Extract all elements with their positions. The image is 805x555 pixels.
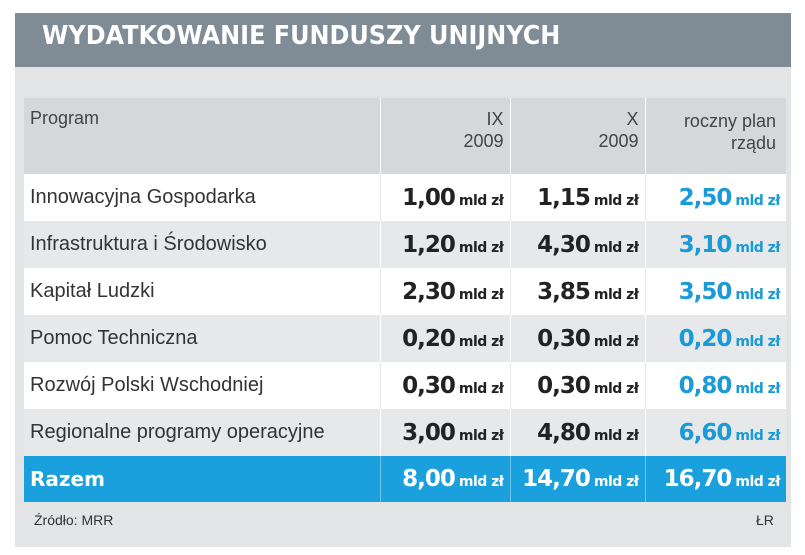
total-x-value: 14,70 bbox=[522, 466, 591, 492]
unit-label: mld zł bbox=[593, 286, 639, 303]
total-ix-cell: 8,00 mld zł bbox=[379, 456, 510, 502]
header-ix-month: IX bbox=[486, 109, 504, 129]
unit-label: mld zł bbox=[735, 286, 780, 303]
header-plan: roczny plan rządu bbox=[644, 98, 786, 174]
ix-value: 2,30 bbox=[402, 278, 456, 305]
program-name: Regionalne programy operacyjne bbox=[24, 409, 380, 456]
table-row: Innowacyjna Gospodarka 1,00 mld zł 1,15 ml… bbox=[24, 174, 786, 221]
unit-label: mld zł bbox=[593, 239, 639, 256]
unit-label: mld zł bbox=[593, 474, 639, 490]
total-row: Razem 8,00 mld zł 14,70 mld zł 16,70 mld zł bbox=[24, 456, 786, 502]
plan-value: 0,20 bbox=[678, 325, 733, 352]
plan-value-cell: 0,20 mld zł bbox=[644, 315, 786, 362]
table-header-row: Program IX 2009 X 2009 roczny plan rządu bbox=[24, 98, 786, 174]
total-label: Razem bbox=[24, 456, 380, 502]
program-name: Innowacyjna Gospodarka bbox=[24, 174, 380, 221]
unit-label: mld zł bbox=[735, 380, 780, 397]
ix-value: 1,20 bbox=[402, 231, 456, 258]
ix-value: 0,20 bbox=[402, 325, 456, 352]
unit-label: mld zł bbox=[458, 192, 504, 209]
plan-value-cell: 6,60 mld zł bbox=[644, 409, 786, 456]
header-x-month: X bbox=[626, 109, 639, 129]
plan-value-cell: 3,50 mld zł bbox=[644, 268, 786, 315]
plan-value: 3,10 bbox=[678, 231, 733, 258]
funds-table: Program IX 2009 X 2009 roczny plan rządu… bbox=[24, 98, 786, 502]
table-row: Rozwój Polski Wschodniej 0,30 mld zł 0,30… bbox=[24, 362, 786, 409]
unit-label: mld zł bbox=[735, 427, 780, 444]
plan-value-cell: 0,80 mld zł bbox=[644, 362, 786, 409]
x-value: 4,30 bbox=[537, 231, 591, 258]
ix-value-cell: 0,30 mld zł bbox=[379, 362, 510, 409]
title-bar: WYDATKOWANIE FUNDUSZY UNIJNYCH bbox=[15, 13, 791, 67]
x-value: 0,30 bbox=[537, 372, 591, 399]
program-name: Pomoc Techniczna bbox=[24, 315, 380, 362]
ix-value: 3,00 bbox=[402, 419, 456, 446]
table-row: Regionalne programy operacyjne 3,00 mld z… bbox=[24, 409, 786, 456]
unit-label: mld zł bbox=[458, 286, 504, 303]
header-plan-line2: rządu bbox=[730, 133, 776, 153]
header-program: Program bbox=[24, 98, 380, 174]
x-value: 4,80 bbox=[537, 419, 591, 446]
plan-value: 0,80 bbox=[678, 372, 733, 399]
unit-label: mld zł bbox=[735, 239, 780, 256]
header-ix-year: 2009 bbox=[463, 131, 504, 151]
unit-label: mld zł bbox=[458, 380, 504, 397]
x-value-cell: 4,80 mld zł bbox=[509, 409, 645, 456]
unit-label: mld zł bbox=[735, 333, 780, 350]
program-name: Infrastruktura i Środowisko bbox=[24, 221, 380, 268]
table-row: Pomoc Techniczna 0,20 mld zł 0,30 mld zł 0… bbox=[24, 315, 786, 362]
ix-value-cell: 1,20 mld zł bbox=[379, 221, 510, 268]
ix-value-cell: 1,00 mld zł bbox=[379, 174, 510, 221]
ix-value: 0,30 bbox=[402, 372, 456, 399]
unit-label: mld zł bbox=[593, 427, 639, 444]
infographic-title: WYDATKOWANIE FUNDUSZY UNIJNYCH bbox=[42, 21, 561, 51]
plan-value: 3,50 bbox=[678, 278, 733, 305]
plan-value-cell: 2,50 mld zł bbox=[644, 174, 786, 221]
total-plan-value: 16,70 bbox=[663, 466, 733, 492]
table-row: Infrastruktura i Środowisko 1,20 mld zł 4… bbox=[24, 221, 786, 268]
unit-label: mld zł bbox=[458, 427, 504, 444]
unit-label: mld zł bbox=[458, 474, 504, 490]
plan-value-cell: 3,10 mld zł bbox=[644, 221, 786, 268]
author-initials: ŁR bbox=[756, 512, 774, 528]
unit-label: mld zł bbox=[735, 474, 780, 490]
unit-label: mld zł bbox=[458, 239, 504, 256]
source-note: Źródło: MRR bbox=[34, 512, 114, 528]
header-x-2009: X 2009 bbox=[509, 98, 645, 174]
plan-value: 6,60 bbox=[678, 419, 733, 446]
x-value: 0,30 bbox=[537, 325, 591, 352]
unit-label: mld zł bbox=[593, 333, 639, 350]
header-x-year: 2009 bbox=[598, 131, 639, 151]
program-name: Rozwój Polski Wschodniej bbox=[24, 362, 380, 409]
table-row: Kapitał Ludzki 2,30 mld zł 3,85 mld zł 3,5… bbox=[24, 268, 786, 315]
ix-value: 1,00 bbox=[402, 184, 456, 211]
x-value-cell: 3,85 mld zł bbox=[509, 268, 645, 315]
unit-label: mld zł bbox=[458, 333, 504, 350]
unit-label: mld zł bbox=[735, 192, 780, 209]
total-plan-cell: 16,70 mld zł bbox=[644, 456, 786, 502]
unit-label: mld zł bbox=[593, 380, 639, 397]
ix-value-cell: 2,30 mld zł bbox=[379, 268, 510, 315]
x-value-cell: 4,30 mld zł bbox=[509, 221, 645, 268]
header-ix-2009: IX 2009 bbox=[379, 98, 510, 174]
x-value-cell: 1,15 mld zł bbox=[509, 174, 645, 221]
x-value-cell: 0,30 mld zł bbox=[509, 362, 645, 409]
unit-label: mld zł bbox=[593, 192, 639, 209]
program-name: Kapitał Ludzki bbox=[24, 268, 380, 315]
plan-value: 2,50 bbox=[678, 184, 733, 211]
header-plan-line1: roczny plan bbox=[683, 111, 776, 131]
x-value: 3,85 bbox=[537, 278, 591, 305]
x-value: 1,15 bbox=[537, 184, 591, 211]
ix-value-cell: 0,20 mld zł bbox=[379, 315, 510, 362]
ix-value-cell: 3,00 mld zł bbox=[379, 409, 510, 456]
x-value-cell: 0,30 mld zł bbox=[509, 315, 645, 362]
total-ix-value: 8,00 bbox=[402, 466, 456, 492]
total-x-cell: 14,70 mld zł bbox=[509, 456, 645, 502]
